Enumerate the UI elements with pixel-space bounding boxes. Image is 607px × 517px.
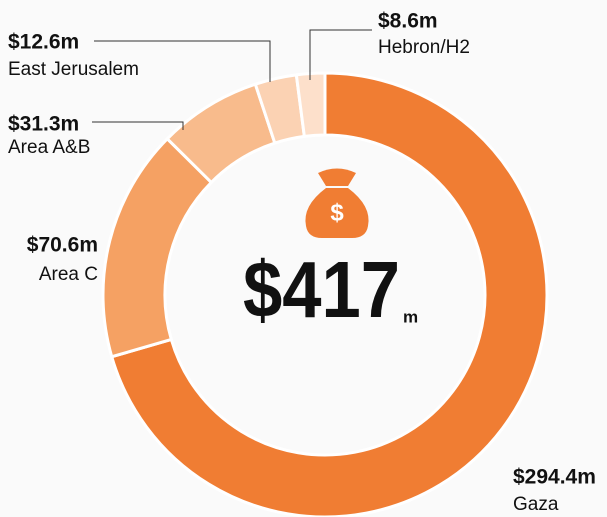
leader-line [309, 29, 372, 80]
value-label: $294.4m [513, 466, 596, 489]
value-label: $70.6m [27, 234, 98, 257]
donut-segment [294, 71, 327, 139]
leader-line [92, 121, 184, 130]
donut-segment [109, 71, 549, 517]
center-unit: m [403, 307, 418, 326]
leader-line [94, 40, 271, 82]
donut-segment [101, 136, 214, 359]
category-label: Hebron/H2 [378, 37, 470, 58]
category-label: Area C [39, 264, 98, 285]
value-label: $31.3m [8, 113, 79, 136]
category-label: Area A&B [8, 137, 90, 158]
center-total: $417 [243, 245, 400, 334]
money-bag-icon: $ [305, 168, 369, 238]
value-label: $12.6m [8, 31, 79, 54]
value-label: $8.6m [378, 10, 438, 33]
category-label: Gaza [513, 494, 559, 515]
svg-text:$: $ [330, 199, 344, 226]
category-label: East Jerusalem [8, 59, 139, 80]
